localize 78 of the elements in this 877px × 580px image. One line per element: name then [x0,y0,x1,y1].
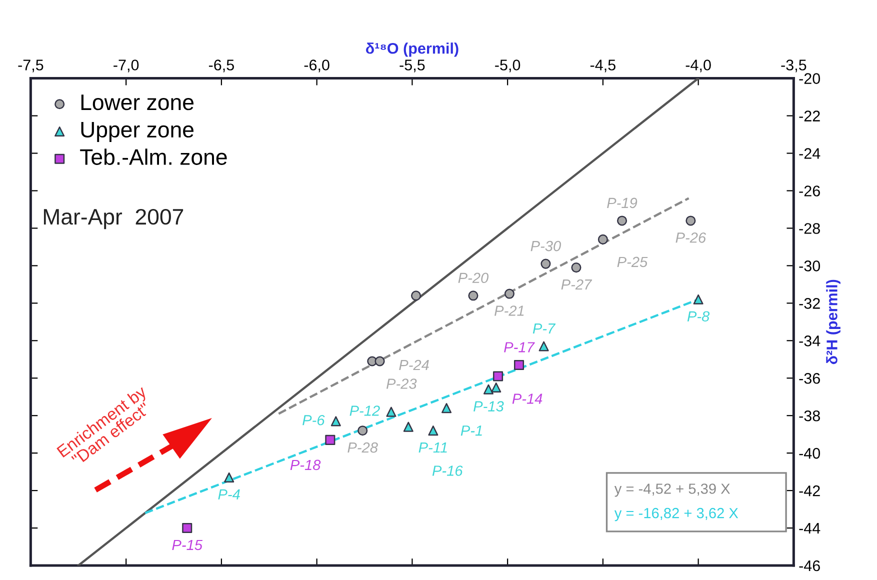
point [493,371,504,382]
data-label: P-7 [532,323,556,334]
point [403,422,414,432]
point [686,216,696,226]
data-label: P-19 [607,198,638,208]
data-label: P-26 [676,232,706,243]
data-label: P-28 [348,442,378,453]
x-tick-label: -7,5 [18,60,44,72]
point [504,288,514,299]
x-tick-label: -4,0 [686,60,711,72]
legend-label: Lower zone [81,94,194,110]
data-label: P-15 [172,540,203,550]
point [325,434,336,445]
x-tick-label: -4,5 [590,60,616,72]
y-tick-label: -24 [799,148,820,159]
point [571,262,582,273]
y-tick-label: -44 [799,523,820,534]
data-label: P-24 [399,360,429,370]
data-label: P-4 [218,489,240,500]
point [224,472,234,482]
point [374,356,385,366]
point [386,406,396,417]
data-label: P-13 [474,401,504,412]
data-label: P-8 [687,311,710,322]
point [540,258,551,269]
y-tick-label: -42 [799,485,820,496]
annotation: y = -4,52 + 5,39 X [614,484,730,497]
y-tick-label: -34 [799,336,820,346]
legend-label: Teb.-Alm. zone [80,148,227,165]
y-tick-label: -30 [799,260,820,272]
annotation: Mar-Apr 2007 [44,208,184,230]
point [598,234,608,244]
y-tick-label: -26 [799,186,820,196]
data-label: P-23 [386,378,417,389]
y-tick-label: -28 [799,223,820,234]
x-axis-title: δ¹⁸O (permil) [366,42,458,57]
data-label: P-12 [350,406,380,416]
data-label: P-20 [458,272,489,284]
data-label: P-30 [530,240,561,252]
point [616,216,628,226]
point [358,426,368,436]
y-axis-title: δ²H (permil) [826,280,840,364]
point [491,382,502,392]
x-tick-label: -6,5 [208,60,234,72]
x-tick-label: -5,5 [400,60,425,72]
point [182,523,192,534]
y-tick-label: -20 [799,73,820,84]
x-tick-label: -7,0 [114,60,139,72]
data-label: P-18 [290,460,321,470]
data-label: P-25 [617,256,648,268]
point [428,426,438,436]
data-label: P-6 [302,414,325,426]
point [693,294,704,304]
data-label: P-27 [561,279,592,290]
point [483,384,494,394]
y-tick-label: -46 [799,560,820,572]
x-tick-label: -6,0 [304,60,330,72]
legend-label: Upper zone [81,122,194,142]
y-tick-label: -36 [799,372,820,384]
y-tick-label: -38 [799,410,820,422]
point [442,403,452,414]
data-label: P-14 [512,394,542,404]
data-label: P-17 [504,342,535,352]
y-tick-label: -40 [799,448,820,459]
annotation: y = -16,82 + 3,62 X [614,508,738,522]
x-tick-label: -3,5 [781,60,806,72]
point [538,341,549,352]
data-label: P-16 [432,466,463,476]
data-label: P-1 [460,426,482,436]
data-label: P-11 [418,442,447,453]
point [514,360,524,370]
data-label: P-21 [494,306,524,316]
point [468,290,478,301]
point [410,290,422,301]
y-tick-label: -22 [799,110,820,122]
y-tick-label: -32 [799,298,820,309]
point [330,416,341,426]
x-tick-label: -5,0 [495,60,520,72]
